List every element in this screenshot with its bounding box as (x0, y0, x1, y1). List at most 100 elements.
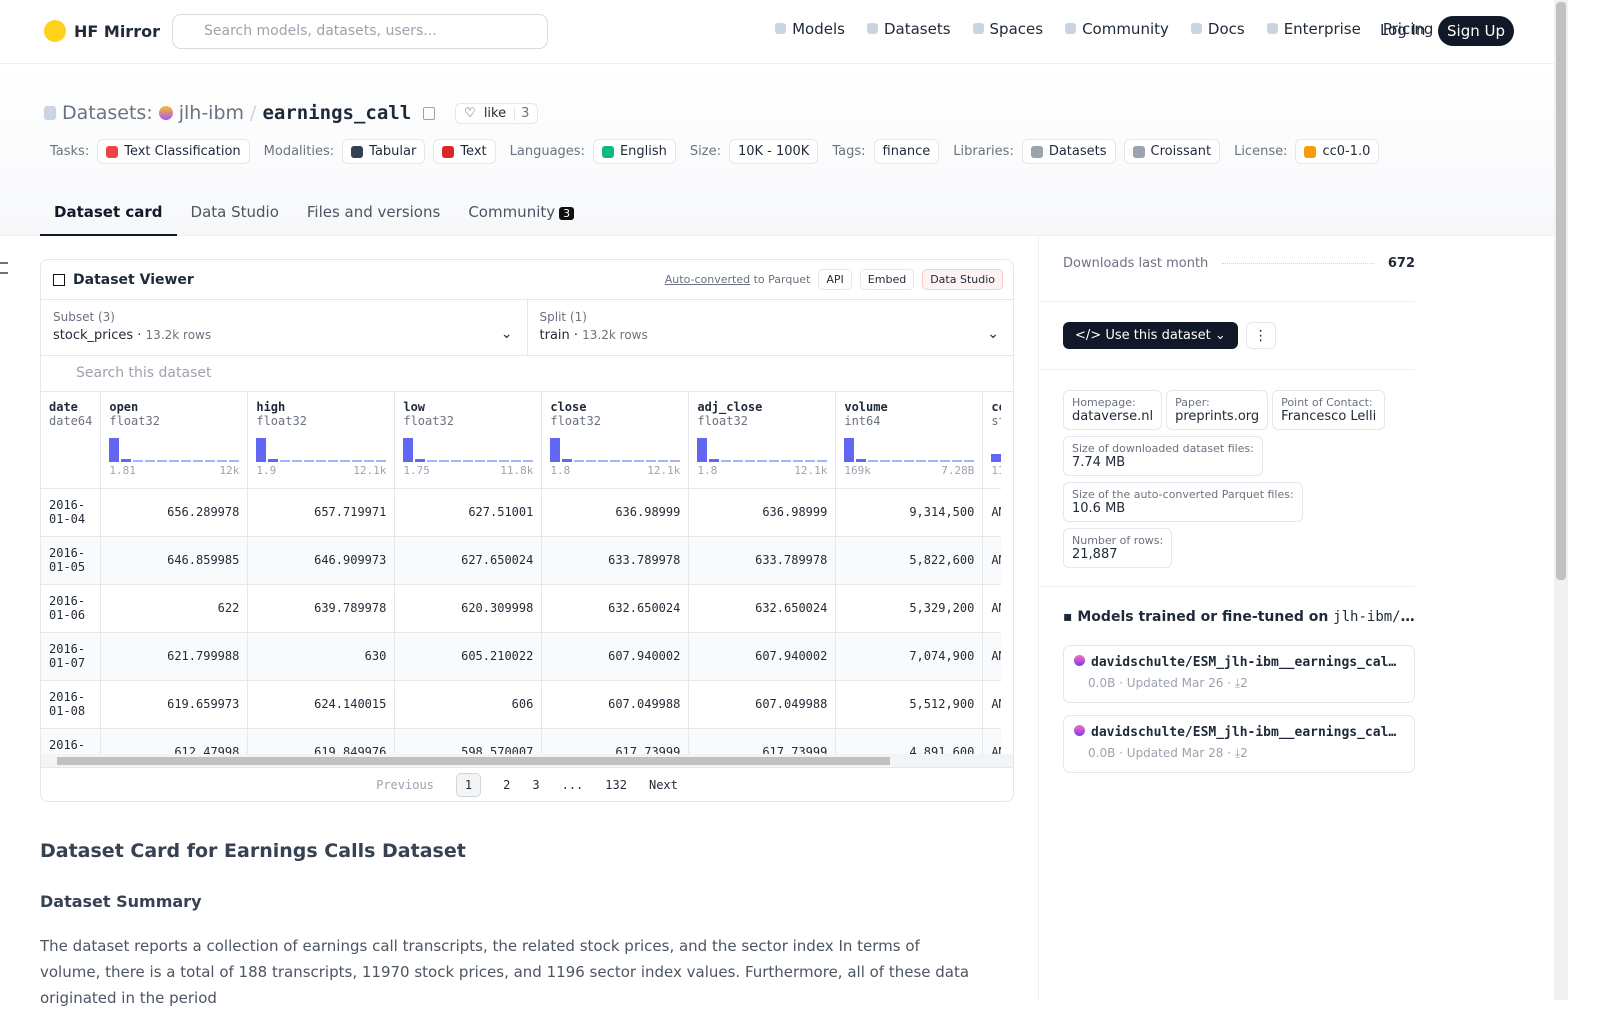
column-header[interactable]: close float32 1.8 12.1k (541, 392, 690, 489)
table-cell[interactable]: 630 (247, 632, 396, 681)
table-cell[interactable]: 617.73999 (688, 728, 837, 754)
page-number[interactable]: 132 (605, 777, 627, 792)
table-cell[interactable]: 657.719971 (247, 488, 396, 537)
h-scrollbar[interactable] (41, 754, 1013, 768)
table-cell[interactable]: 7,074,900 (835, 632, 984, 681)
info-value[interactable]: preprints.org (1175, 409, 1260, 424)
table-cell[interactable]: 656.289978 (100, 488, 249, 537)
table-cell[interactable]: 646.859985 (100, 536, 249, 585)
nav-link[interactable]: Datasets (866, 20, 951, 38)
tag-chip[interactable]: Tabular (342, 139, 426, 164)
brand-name[interactable]: HF Mirror (74, 21, 160, 41)
table-cell[interactable]: 2016-01-08 (41, 680, 102, 729)
table-cell[interactable]: 632.650024 (688, 584, 837, 633)
tag-chip[interactable]: cc0-1.0 (1295, 139, 1380, 164)
table-cell[interactable]: AMZN (982, 584, 1001, 633)
table-cell[interactable]: 633.789978 (688, 536, 837, 585)
use-dataset-button[interactable]: </> Use this dataset ⌄ (1063, 322, 1238, 349)
tag-chip[interactable]: Text (433, 139, 496, 164)
page-previous[interactable]: Previous (376, 777, 434, 792)
column-header[interactable]: adj_close float32 1.8 12.1k (688, 392, 837, 489)
table-cell[interactable]: 9,314,500 (835, 488, 984, 537)
like-button[interactable]: ♡ like 3 (455, 102, 539, 124)
table-cell[interactable]: 607.049988 (688, 680, 837, 729)
table-cell[interactable]: 619.659973 (100, 680, 249, 729)
nav-link[interactable]: Enterprise (1266, 20, 1361, 38)
page-number[interactable]: ... (561, 777, 584, 792)
tab[interactable]: Files and versions (293, 194, 454, 236)
tag-chip[interactable]: English (592, 139, 676, 164)
table-cell[interactable]: 2016-01-07 (41, 632, 102, 681)
table-cell[interactable]: 617.73999 (541, 728, 690, 754)
table-cell[interactable]: AMZN (982, 536, 1001, 585)
column-header[interactable]: volume int64 169k 7.28B (835, 392, 984, 489)
column-header[interactable]: date date64 (41, 392, 102, 489)
table-cell[interactable]: 636.98999 (688, 488, 837, 537)
table-cell[interactable]: 2016-01-11 (41, 728, 102, 754)
tab[interactable]: Data Studio (177, 194, 293, 236)
login[interactable]: Log In (1380, 21, 1426, 39)
table-cell[interactable]: 605.210022 (394, 632, 543, 681)
table-cell[interactable]: 624.140015 (247, 680, 396, 729)
page-next[interactable]: Next (648, 777, 678, 792)
table-cell[interactable]: 636.98999 (541, 488, 690, 537)
table-cell[interactable]: 5,822,600 (835, 536, 984, 585)
table-cell[interactable]: 622 (100, 584, 249, 633)
tag-chip[interactable]: 10K - 100K (728, 139, 819, 164)
table-cell[interactable]: 2016-01-05 (41, 536, 102, 585)
split-select[interactable]: Split (1) train · 13.2k rows ⌄ (526, 300, 1014, 355)
page-number[interactable]: 2 (503, 777, 511, 792)
dataset-search[interactable]: Search this dataset (41, 356, 1013, 392)
table-cell[interactable]: 606 (394, 680, 543, 729)
repo-name[interactable]: earnings_call (262, 102, 412, 124)
table-cell[interactable]: 5,329,200 (835, 584, 984, 633)
table-cell[interactable]: 627.650024 (394, 536, 543, 585)
brand[interactable]: HF Mirror (44, 20, 160, 42)
nav-link[interactable]: Pricing (1383, 20, 1434, 38)
table-cell[interactable]: 612.47998 (100, 728, 249, 754)
tag-chip[interactable]: finance (873, 139, 940, 164)
subset-select[interactable]: Subset (3) stock_prices · 13.2k rows ⌄ (53, 310, 513, 343)
data-studio-button[interactable]: Data Studio (922, 269, 1003, 290)
table-cell[interactable]: AMZN (982, 632, 1001, 681)
tag-chip[interactable]: Croissant (1123, 139, 1221, 164)
table-cell[interactable]: 632.650024 (541, 584, 690, 633)
table-cell[interactable]: 5,512,900 (835, 680, 984, 729)
table-cell[interactable]: 619.849976 (247, 728, 396, 754)
table-cell[interactable]: 598.570007 (394, 728, 543, 754)
table-cell[interactable]: 633.789978 (541, 536, 690, 585)
info-value[interactable]: dataverse.nl (1072, 409, 1154, 424)
model-card[interactable]: davidschulte/ESM_jlh-ibm__earnings_call_… (1063, 715, 1415, 773)
table-cell[interactable]: 2016-01-04 (41, 488, 102, 537)
column-header[interactable]: low float32 1.75 11.8k (394, 392, 543, 489)
signup[interactable]: Sign Up (1438, 16, 1514, 46)
tag-chip[interactable]: Datasets (1021, 139, 1116, 164)
model-card[interactable]: davidschulte/ESM_jlh-ibm__earnings_call_… (1063, 645, 1415, 703)
section[interactable]: Datasets: (62, 102, 153, 124)
embed-button[interactable]: Embed (859, 269, 915, 290)
table-cell[interactable]: 621.799988 (100, 632, 249, 681)
models-dataset[interactable]: jlh-ibm/earnings_call (1333, 609, 1415, 625)
tab[interactable]: Dataset card (40, 194, 177, 236)
table-cell[interactable]: 607.049988 (541, 680, 690, 729)
table-cell[interactable]: 4,891,600 (835, 728, 984, 754)
owner[interactable]: jlh-ibm (178, 102, 245, 124)
column-header[interactable]: open float32 1.81 12k (100, 392, 249, 489)
column-header[interactable]: high float32 1.9 12.1k (247, 392, 396, 489)
nav-link[interactable]: Community (1065, 20, 1169, 38)
search-input[interactable]: Search models, datasets, users... (172, 14, 548, 49)
table-cell[interactable]: 646.909973 (247, 536, 396, 585)
table-cell[interactable]: 607.940002 (541, 632, 690, 681)
info-value[interactable]: Francesco Lelli (1281, 409, 1377, 424)
auto-converted[interactable]: Auto-converted (664, 273, 751, 286)
table-cell[interactable]: AMZN (982, 488, 1001, 537)
api-button[interactable]: API (818, 269, 852, 290)
table-cell[interactable]: 627.51001 (394, 488, 543, 537)
sidebar-toggle[interactable] (0, 262, 8, 274)
more-button[interactable]: ⋮ (1245, 322, 1276, 349)
page-number[interactable]: 1 (455, 772, 482, 797)
tag-chip[interactable]: Text Classification (97, 139, 250, 164)
table-cell[interactable]: 620.309998 (394, 584, 543, 633)
scrollbar[interactable] (1554, 0, 1568, 1000)
table-cell[interactable]: 2016-01-06 (41, 584, 102, 633)
